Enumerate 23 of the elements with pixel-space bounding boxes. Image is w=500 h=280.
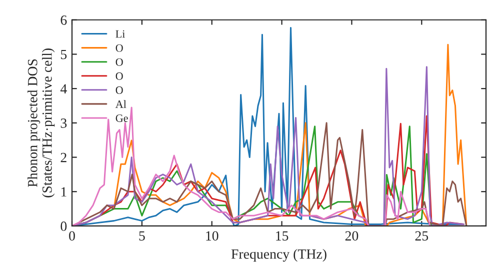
x-tick-label: 15 xyxy=(276,231,288,241)
legend-label: Al xyxy=(115,100,126,108)
legend-label: Li xyxy=(116,30,125,38)
legend-label: O xyxy=(116,86,123,94)
y-tick-label: 1 xyxy=(61,187,66,196)
x-tick-label: 20 xyxy=(345,231,358,241)
line-series xyxy=(72,66,464,226)
y-tick-label: 2 xyxy=(60,152,66,162)
y-tick-label: 4 xyxy=(60,84,67,94)
y-tick-label: 6 xyxy=(60,16,67,25)
legend-label: O xyxy=(116,44,123,52)
legend-label: Ge xyxy=(116,114,128,122)
y-axis-title: Phonon projected DOS (States/THz·primitive cell) xyxy=(28,48,55,198)
y-tick-label: 3 xyxy=(60,118,67,128)
y-tick-label: 0 xyxy=(60,222,67,231)
x-tick-label: 5 xyxy=(139,231,145,241)
x-axis-title: Frequency (THz) xyxy=(231,248,326,262)
x-tick-label: 10 xyxy=(206,231,218,241)
legend-label: O xyxy=(116,72,123,80)
x-tick-label: 0 xyxy=(69,231,75,241)
y-tick-label: 5 xyxy=(61,50,67,60)
x-tick-label: 25 xyxy=(415,231,428,241)
legend-label: O xyxy=(116,58,123,66)
